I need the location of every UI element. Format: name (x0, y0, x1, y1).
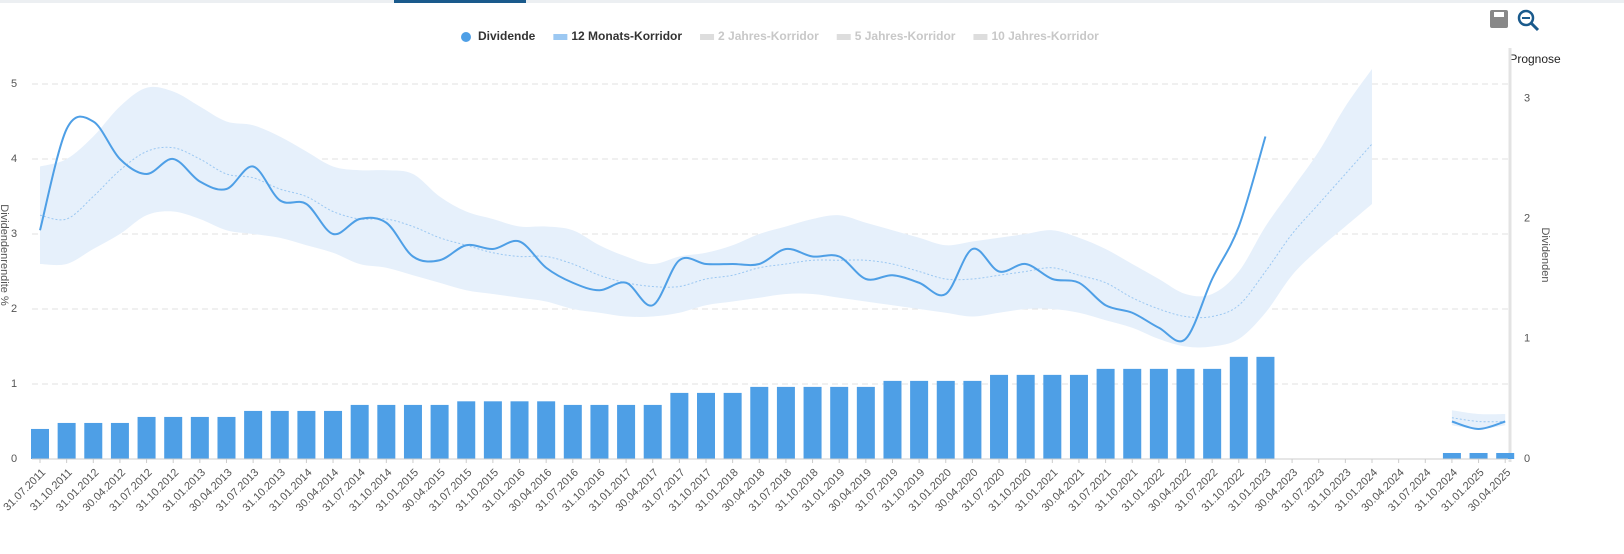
y-tick-label: 5 (11, 78, 17, 90)
y-tick-label: 4 (11, 153, 17, 165)
bar (990, 374, 1009, 459)
bar (590, 404, 609, 459)
bar (1256, 356, 1275, 459)
bar (563, 404, 582, 459)
bar (883, 380, 902, 459)
zoom-icon-handle (1529, 21, 1540, 32)
bar (776, 386, 795, 459)
zoom-icon[interactable] (1517, 9, 1535, 27)
legend-marker (700, 34, 715, 40)
forecast-label: Prognose (1509, 52, 1561, 66)
bar (830, 386, 849, 459)
bar (1496, 452, 1515, 459)
legend-marker (973, 34, 988, 40)
bar (803, 386, 822, 459)
bar (1469, 452, 1488, 459)
bar (84, 422, 103, 459)
bar (510, 401, 529, 459)
bar (270, 410, 289, 459)
bar (910, 380, 929, 459)
bar (1442, 452, 1461, 459)
y2-tick-label: 3 (1524, 92, 1530, 104)
y-tick-label: 2 (11, 303, 17, 315)
bar (110, 422, 129, 459)
y-tick-label: 3 (11, 228, 17, 240)
bar (697, 392, 715, 459)
y-tick-label: 1 (11, 378, 17, 390)
legend-label[interactable]: 10 Jahres-Korridor (991, 29, 1099, 43)
dividend-line (39, 115, 1267, 343)
y-axis-label: Dividendenrendite % (0, 204, 10, 306)
bar (350, 404, 369, 459)
bar (217, 416, 236, 459)
legend-marker (836, 34, 851, 40)
bar (617, 404, 636, 459)
y-tick-label: 0 (11, 453, 17, 465)
active-tab[interactable] (394, 0, 526, 3)
bar (670, 392, 689, 459)
legend-marker (461, 32, 471, 42)
corridor-band (1451, 410, 1506, 429)
bar (324, 410, 343, 459)
bar (1016, 374, 1035, 459)
bar (723, 392, 742, 459)
bar (483, 401, 502, 459)
bar (856, 386, 875, 459)
bar (936, 380, 955, 459)
y2-tick-label: 1 (1524, 333, 1530, 345)
y2-tick-label: 2 (1524, 213, 1530, 225)
bar (31, 428, 49, 459)
bar (297, 410, 316, 459)
bar (1123, 368, 1142, 459)
bar (1149, 368, 1168, 459)
bar (57, 422, 76, 459)
legend: Dividende 12 Monats-Korridor 2 Jahres-Korr… (461, 29, 1099, 43)
tab-strip (0, 0, 1624, 3)
bar (244, 410, 263, 459)
bar (963, 380, 982, 459)
legend-label[interactable]: 5 Jahres-Korridor (855, 29, 956, 43)
corridor-mean (39, 143, 1373, 319)
bar (430, 404, 449, 459)
bar (1043, 374, 1062, 459)
bar (377, 404, 396, 459)
save-icon-part (1494, 12, 1504, 17)
bar (137, 416, 156, 459)
bar (1229, 356, 1248, 459)
bar (1096, 368, 1115, 459)
bar (643, 404, 662, 459)
corridor-band (40, 69, 1372, 348)
tabs (0, 0, 1624, 3)
bar (164, 416, 183, 459)
bar (1203, 368, 1222, 459)
bar (1069, 374, 1088, 459)
legend-label[interactable]: 2 Jahres-Korridor (718, 29, 819, 43)
bar (750, 386, 769, 459)
y2-tick-label: 0 (1524, 453, 1530, 465)
legend-label[interactable]: Dividende (478, 29, 536, 43)
legend-label[interactable]: 12 Monats-Korridor (571, 29, 682, 43)
dividend-line (1451, 420, 1506, 431)
legend-marker (553, 34, 568, 40)
bar (537, 401, 556, 459)
bar (403, 404, 422, 459)
bar (457, 401, 476, 459)
y2-axis-label: Dividenden (1539, 227, 1551, 282)
toolbar (1490, 9, 1540, 32)
bar (190, 416, 209, 459)
bar (1176, 368, 1195, 459)
